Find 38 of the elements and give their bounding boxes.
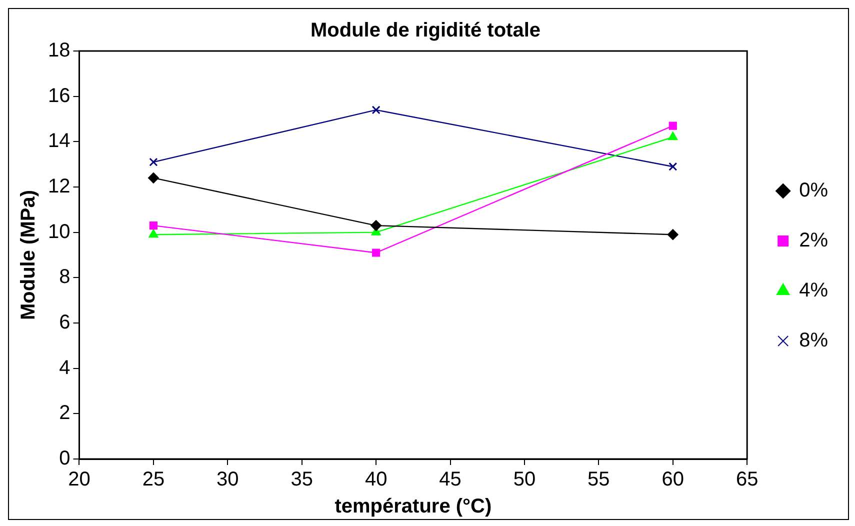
- point: [148, 172, 159, 184]
- y-tick-label: 18: [48, 40, 70, 62]
- y-tick-label: 10: [48, 220, 70, 243]
- point: [372, 248, 380, 257]
- y-axis-title: Module (MPa): [18, 190, 40, 320]
- x-axis-title: température (°C): [334, 496, 492, 518]
- y-tick-label: 0: [59, 448, 70, 470]
- x-tick-label: 40: [364, 468, 388, 491]
- y-tick-label: 16: [48, 84, 70, 107]
- x-tick-label: 65: [736, 468, 758, 491]
- x-tick-label: 50: [513, 468, 536, 491]
- point: [370, 220, 382, 232]
- y-tick-label: 14: [48, 130, 70, 152]
- x-tick-label: 30: [216, 468, 239, 491]
- point: [668, 122, 677, 130]
- point: [668, 132, 678, 140]
- point: [667, 229, 678, 240]
- point: [668, 162, 678, 171]
- legend-label: 8%: [799, 330, 828, 352]
- y-tick-label: 12: [48, 176, 70, 198]
- legend-label: 2%: [799, 230, 828, 252]
- legend-label: 4%: [799, 280, 828, 302]
- x-tick-label: 60: [662, 468, 684, 491]
- point: [149, 158, 158, 166]
- y-tick-label: 6: [59, 312, 70, 334]
- point: [372, 106, 380, 114]
- x-tick-label: 20: [68, 468, 90, 491]
- x-tick-label: 25: [142, 468, 165, 491]
- x-tick-label: 55: [588, 468, 610, 491]
- x-tick-label: 45: [439, 468, 462, 491]
- y-tick-label: 4: [59, 356, 70, 379]
- legend-label: 0%: [799, 180, 828, 202]
- y-tick-label: 8: [59, 266, 70, 288]
- y-tick-label: 2: [59, 402, 70, 424]
- chart-title: Module de rigidité totale: [310, 20, 541, 42]
- point: [149, 222, 158, 230]
- x-tick-label: 35: [290, 468, 313, 491]
- point: [148, 229, 158, 238]
